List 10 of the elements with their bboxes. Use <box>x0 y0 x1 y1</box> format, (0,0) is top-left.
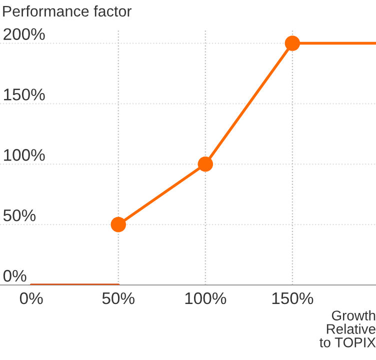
y-tick-label: 0% <box>3 270 26 282</box>
y-tick-label: 150% <box>4 88 45 100</box>
y-tick-label: 50% <box>3 209 36 222</box>
y-tick-label: 100% <box>4 149 45 161</box>
x-axis-title: Growth Relative to TOPIX <box>320 310 376 348</box>
x-tick-label: 150% <box>272 292 314 304</box>
x-tick-label: 50% <box>102 292 134 304</box>
y-axis-title: Performance factor <box>3 5 132 17</box>
y-tick-label: 200% <box>4 28 45 40</box>
x-tick-label: 100% <box>185 292 226 304</box>
